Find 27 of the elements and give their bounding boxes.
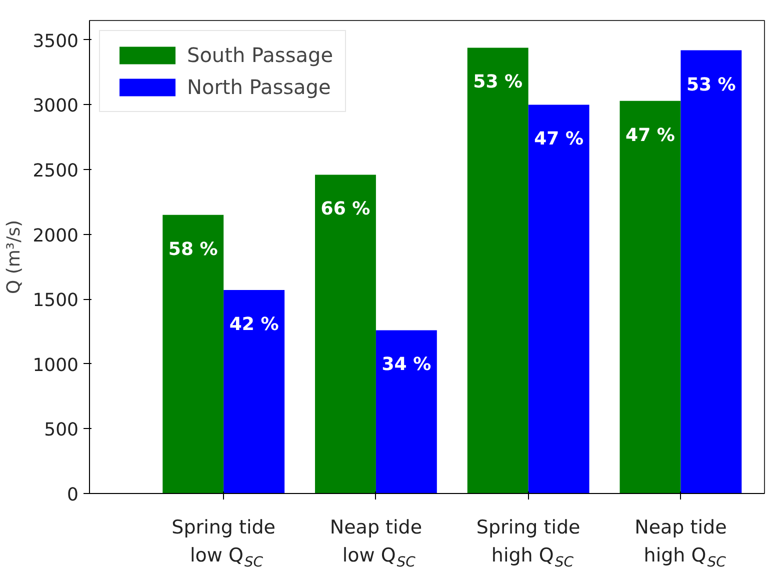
y-tick-label: 1500 bbox=[32, 290, 79, 312]
y-tick-label: 500 bbox=[44, 420, 79, 441]
bar bbox=[224, 290, 285, 494]
y-axis-title: Q (m³/s) bbox=[4, 220, 25, 294]
annotation: 34 % bbox=[382, 354, 432, 376]
y-tick-label: 2000 bbox=[32, 225, 79, 246]
bar bbox=[680, 50, 742, 494]
bar bbox=[315, 174, 376, 494]
annotation: 66 % bbox=[320, 198, 370, 220]
bar bbox=[467, 48, 528, 494]
y-tick-label: 0 bbox=[67, 484, 78, 506]
bar bbox=[528, 104, 590, 494]
annotation: 58 % bbox=[168, 238, 218, 260]
bar bbox=[162, 214, 224, 494]
annotation: 42 % bbox=[229, 314, 279, 336]
bar bbox=[376, 330, 437, 494]
y-tick-label: 2500 bbox=[32, 160, 79, 182]
legend-label: North Passage bbox=[187, 75, 331, 99]
legend-label: South Passage bbox=[187, 43, 333, 67]
annotation: 47 % bbox=[626, 124, 675, 146]
annotation: 53 % bbox=[686, 74, 736, 96]
y-tick-label: 3000 bbox=[32, 96, 79, 117]
annotation: 47 % bbox=[534, 128, 584, 150]
y-tick-label: 1000 bbox=[32, 354, 79, 376]
annotation: 53 % bbox=[473, 72, 523, 93]
y-tick-label: 3500 bbox=[32, 30, 79, 52]
bar bbox=[620, 100, 681, 494]
